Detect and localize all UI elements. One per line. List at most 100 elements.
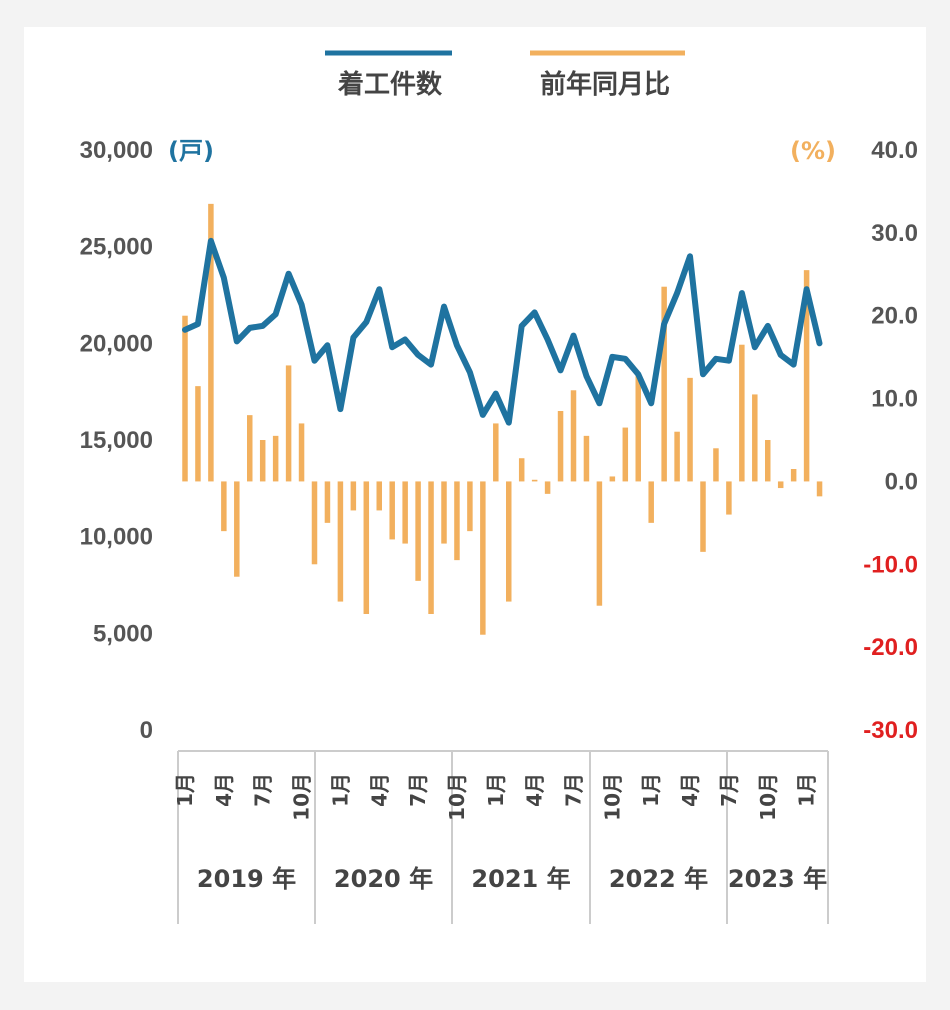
bar [467,481,473,532]
bar [324,481,331,523]
legend-label-line: 着工件数 [337,69,443,100]
legend-label-bar: 前年同月比 [540,69,670,100]
bar [609,476,616,482]
month-label: 7月 [406,773,430,807]
bar [777,481,784,489]
month-label: 7月 [251,773,275,807]
left-tick-label: 30,000 [80,137,153,164]
right-axis-ticks: 40.0 30.0 20.0 10.0 0.0 -10.0 -20.0 -30.0 [863,137,918,744]
right-tick-label: -30.0 [863,717,918,744]
bar [363,481,370,614]
month-label: 4月 [367,773,391,807]
bar [790,469,797,482]
bar-series [182,203,823,635]
bar [208,203,214,482]
bar [557,411,564,482]
right-tick-label: 0.0 [885,468,918,495]
bar [518,458,525,482]
month-label: 1月 [795,773,819,807]
bar [596,481,603,606]
year-label: 2020 年 [334,865,433,893]
left-axis-unit: (戸) [168,137,214,165]
x-axis: 1月 4月 7月 10月 2019 年 1月 4月 7月 10月 2020 年 1月 4月 7月 10月 2… [173,750,829,924]
right-tick-label: 30.0 [871,220,918,247]
bar [337,481,344,602]
bar [428,481,434,614]
month-label: 4月 [212,773,236,807]
month-label: 7月 [717,773,741,807]
month-label: 10月 [445,773,469,821]
month-label: 10月 [756,773,780,821]
bar [687,377,693,482]
bar [752,394,758,482]
bar [259,440,266,482]
legend: 着工件数 前年同月比 [325,50,685,100]
bar [583,435,590,482]
bar [803,270,810,482]
year-label: 2021 年 [471,865,570,893]
chart-card: 着工件数 前年同月比 (戸) (%) 0 5,000 10,000 15,000 20,… [24,27,926,982]
bar [376,481,382,511]
right-axis-unit: (%) [790,137,836,165]
line-series [182,237,823,426]
bar [570,390,577,482]
right-tick-label: 40.0 [871,137,918,164]
left-axis-ticks: 0 5,000 10,000 15,000 20,000 25,000 30,000 [80,137,153,744]
right-tick-label: 20.0 [871,303,918,330]
bar [389,481,395,540]
bar [195,386,201,482]
bar [247,415,253,482]
bar [700,481,706,552]
month-label: 4月 [523,773,547,807]
year-label: 2022 年 [609,865,708,893]
bar [311,481,318,565]
left-tick-label: 20,000 [80,330,153,357]
bar [674,431,680,482]
bar [272,435,279,482]
bar [221,481,227,532]
bar [285,365,292,482]
bar [648,481,654,523]
bar [531,479,538,482]
bar [661,286,667,482]
bar [635,373,641,482]
month-label: 7月 [562,773,586,807]
line-path [182,237,823,426]
bar [713,448,719,482]
left-tick-label: 5,000 [93,620,153,647]
bar [816,481,823,497]
bar [622,427,629,482]
bar [402,481,408,544]
bar [454,481,460,561]
year-label: 2019 年 [197,865,296,893]
month-label: 10月 [600,773,624,821]
bar [739,344,745,482]
right-tick-label: -20.0 [863,634,918,661]
left-tick-label: 0 [140,717,153,744]
bar [493,423,499,482]
bar [182,315,188,482]
bar [234,481,240,577]
month-label: 4月 [678,773,702,807]
month-label: 1月 [328,773,352,807]
month-label: 10月 [290,773,314,821]
left-tick-label: 15,000 [80,427,153,454]
bar [350,481,357,511]
left-tick-label: 10,000 [80,524,153,551]
bar [415,481,421,581]
right-tick-label: 10.0 [871,386,918,413]
bar [506,481,512,602]
bar [441,481,447,544]
bar [480,481,486,635]
right-tick-label: -10.0 [863,551,918,578]
chart: 着工件数 前年同月比 (戸) (%) 0 5,000 10,000 15,000 20,… [80,50,918,924]
bar [765,440,771,482]
month-label: 1月 [484,773,508,807]
bar [298,423,305,482]
month-label: 1月 [639,773,663,807]
bar [726,481,732,515]
month-label: 1月 [173,773,197,807]
left-tick-label: 25,000 [80,234,153,261]
year-label: 2023 年 [728,865,827,893]
bar [544,481,551,494]
